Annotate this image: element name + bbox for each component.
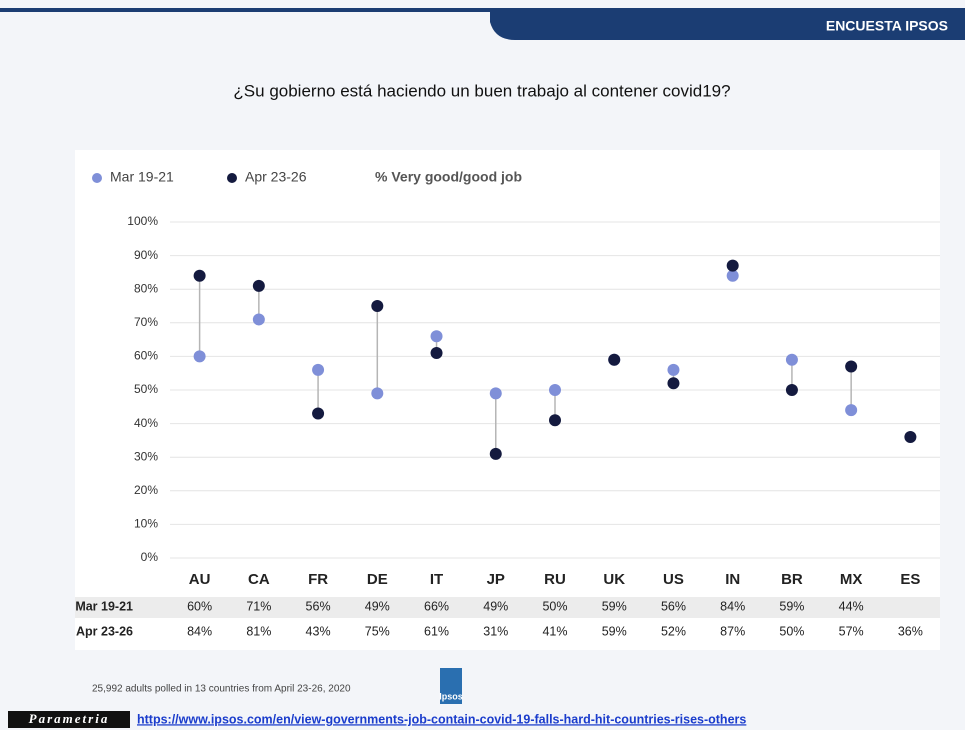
table-cell: 84%: [187, 624, 212, 638]
dot: [253, 280, 265, 292]
table-cell: 61%: [424, 624, 449, 638]
table-cell: 59%: [602, 599, 627, 613]
table-cell: 60%: [187, 599, 212, 613]
x-tick-label: MX: [840, 571, 863, 588]
y-tick-label: 10%: [134, 517, 158, 531]
table-cell: 49%: [365, 599, 390, 613]
logo-text: Ipsos: [439, 691, 463, 701]
y-tick-label: 20%: [134, 483, 158, 497]
table-cell: 56%: [661, 599, 686, 613]
table-cell: 66%: [424, 599, 449, 613]
legend-marker: [227, 173, 237, 183]
dot: [194, 350, 206, 362]
table-cell: 36%: [898, 624, 923, 638]
chart-title: ¿Su gobierno está haciendo un buen traba…: [233, 81, 730, 100]
x-tick-label: AU: [189, 571, 211, 588]
table-cell: 41%: [542, 624, 567, 638]
dot: [194, 270, 206, 282]
table-cell: 59%: [602, 624, 627, 638]
dot: [845, 360, 857, 372]
table-cell: 44%: [839, 599, 864, 613]
legend-label: Mar 19-21: [110, 169, 174, 185]
brand-text: Parametria: [29, 711, 110, 726]
table-row-label: Mar 19-21: [75, 599, 133, 613]
x-tick-label: JP: [487, 571, 505, 588]
table-cell: 43%: [306, 624, 331, 638]
x-tick-label: DE: [367, 571, 388, 588]
dot: [490, 387, 502, 399]
y-tick-label: 40%: [134, 416, 158, 430]
table-cell: 52%: [661, 624, 686, 638]
x-tick-label: RU: [544, 571, 566, 588]
dot: [253, 313, 265, 325]
dot: [371, 300, 383, 312]
slide: ENCUESTA IPSOS ¿Su gobierno está haciend…: [0, 0, 965, 730]
table-cell: 87%: [720, 624, 745, 638]
footnote: 25,992 adults polled in 13 countries fro…: [92, 684, 351, 695]
x-tick-label: FR: [308, 571, 328, 588]
y-tick-label: 90%: [134, 248, 158, 262]
dot: [312, 408, 324, 420]
table-cell: 71%: [246, 599, 271, 613]
x-tick-label: CA: [248, 571, 270, 588]
x-tick-label: IN: [725, 571, 740, 588]
dot: [490, 448, 502, 460]
legend-marker: [92, 173, 102, 183]
table-cell: 50%: [779, 624, 804, 638]
source-link[interactable]: https://www.ipsos.com/en/view-government…: [137, 712, 746, 726]
table-cell: 84%: [720, 599, 745, 613]
dot: [845, 404, 857, 416]
table-cell: 50%: [542, 599, 567, 613]
x-tick-label: US: [663, 571, 684, 588]
dot: [608, 354, 620, 366]
table-row-label: Apr 23-26: [76, 624, 133, 638]
dot: [312, 364, 324, 376]
dot: [431, 330, 443, 342]
dot: [371, 387, 383, 399]
dot: [431, 347, 443, 359]
table-cell: 31%: [483, 624, 508, 638]
dot: [786, 384, 798, 396]
dot: [549, 414, 561, 426]
x-tick-label: UK: [603, 571, 625, 588]
table-cell: 56%: [306, 599, 331, 613]
table-cell: 57%: [839, 624, 864, 638]
x-tick-label: ES: [900, 571, 920, 588]
y-tick-label: 80%: [134, 281, 158, 295]
dot: [727, 260, 739, 272]
dot: [786, 354, 798, 366]
y-tick-label: 30%: [134, 449, 158, 463]
legend-label: Apr 23-26: [245, 169, 307, 185]
table-cell: 49%: [483, 599, 508, 613]
y-tick-label: 60%: [134, 349, 158, 363]
dot: [667, 364, 679, 376]
y-tick-label: 50%: [134, 382, 158, 396]
x-tick-label: BR: [781, 571, 803, 588]
dot: [549, 384, 561, 396]
dot: [667, 377, 679, 389]
header-label: ENCUESTA IPSOS: [826, 18, 948, 34]
table-cell: 75%: [365, 624, 390, 638]
y-tick-label: 70%: [134, 315, 158, 329]
y-tick-label: 0%: [141, 550, 159, 564]
y-tick-label: 100%: [127, 214, 158, 228]
table-cell: 81%: [246, 624, 271, 638]
table-cell: 59%: [779, 599, 804, 613]
dot: [904, 431, 916, 443]
x-tick-label: IT: [430, 571, 443, 588]
chart-subtitle: % Very good/good job: [375, 169, 522, 185]
